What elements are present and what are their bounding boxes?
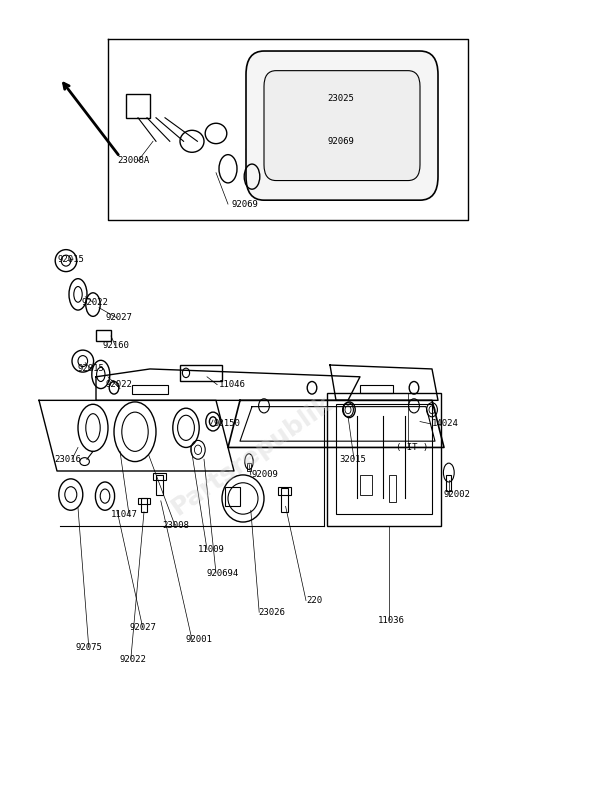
Text: 92001: 92001	[186, 635, 213, 644]
Bar	[360, 475, 372, 495]
Text: 92150: 92150	[213, 419, 240, 429]
Bar	[180, 365, 222, 381]
Text: 11009: 11009	[198, 545, 225, 554]
FancyBboxPatch shape	[246, 51, 438, 200]
Bar	[156, 475, 163, 495]
Bar	[126, 94, 150, 118]
Bar	[336, 404, 432, 514]
Text: 23016: 23016	[54, 455, 81, 464]
Bar	[360, 385, 393, 392]
Text: Partsrepublik: Partsrepublik	[167, 391, 337, 520]
Text: 92022: 92022	[81, 298, 108, 307]
Bar	[389, 475, 396, 502]
Text: 92015: 92015	[57, 254, 84, 264]
Bar	[96, 330, 111, 341]
Text: 11046: 11046	[219, 380, 246, 389]
Bar	[153, 473, 166, 480]
Text: 92027: 92027	[105, 313, 132, 323]
Text: 92075: 92075	[75, 643, 102, 652]
Bar	[141, 498, 147, 512]
Bar	[225, 487, 240, 506]
Text: 11047: 11047	[111, 509, 138, 519]
Bar	[278, 487, 291, 495]
Text: 92027: 92027	[129, 623, 156, 633]
Text: 11036: 11036	[378, 615, 405, 625]
Text: 14024: 14024	[432, 419, 459, 429]
Text: 92069: 92069	[327, 137, 354, 146]
Text: 92015: 92015	[78, 364, 105, 374]
Text: 92160: 92160	[102, 341, 129, 350]
Text: 92009: 92009	[252, 470, 279, 480]
Text: 92002: 92002	[444, 490, 471, 499]
Bar	[138, 498, 150, 504]
Text: 92022: 92022	[105, 380, 132, 389]
Text: 220: 220	[306, 596, 322, 605]
Text: 23008: 23008	[162, 521, 189, 531]
Bar	[247, 463, 251, 471]
Bar	[281, 488, 288, 512]
Bar	[446, 475, 451, 491]
Text: 92069: 92069	[231, 199, 258, 209]
Text: 92022: 92022	[120, 655, 147, 664]
Text: 23008A: 23008A	[117, 156, 149, 166]
Bar	[132, 385, 168, 394]
Text: 23026: 23026	[258, 608, 285, 617]
FancyBboxPatch shape	[264, 71, 420, 181]
Text: 920694: 920694	[207, 568, 239, 578]
Text: 23025: 23025	[327, 93, 354, 103]
Bar	[327, 392, 441, 526]
Text: ( IT ): ( IT )	[396, 443, 428, 452]
Text: 32015: 32015	[339, 455, 366, 464]
